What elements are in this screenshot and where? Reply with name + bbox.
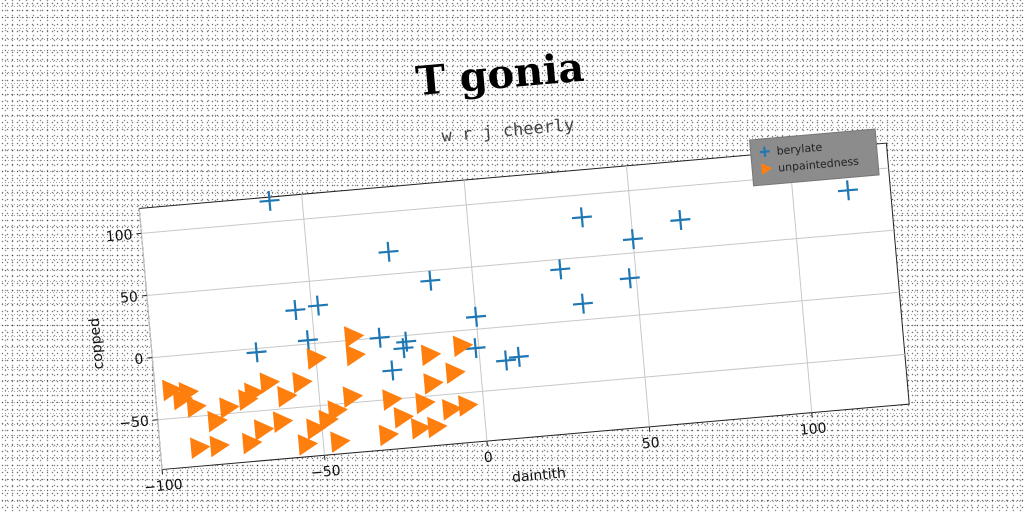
axis-ticks: −100 −50 0 50 100 −50 0 50 100 <box>105 227 827 496</box>
plus-point <box>378 241 399 262</box>
legend-label: berylate <box>776 141 823 158</box>
x-axis-label: daintith <box>511 465 566 486</box>
plus-point <box>465 306 487 327</box>
y-tick-label: 0 <box>134 351 144 368</box>
triangle-point <box>327 400 348 422</box>
legend-marker <box>759 146 770 157</box>
triangle-point <box>452 335 474 358</box>
triangle-point <box>458 395 479 417</box>
plus-point <box>495 350 517 371</box>
triangle-point <box>318 409 339 432</box>
triangle-point <box>297 434 319 456</box>
plus-point <box>837 180 859 201</box>
triangle-point <box>445 362 466 385</box>
plus-point <box>382 360 403 381</box>
triangle-point <box>241 432 263 455</box>
y-tick-label: 50 <box>120 289 139 306</box>
plus-point <box>285 299 306 321</box>
triangle-point <box>382 389 403 411</box>
chart-subtitle: w r j cheerly <box>441 115 575 147</box>
data-marks <box>162 180 859 459</box>
x-gridline <box>138 208 163 470</box>
x-tick-label: −50 <box>311 463 342 482</box>
triangle-point <box>441 399 463 421</box>
triangle-point <box>207 410 228 433</box>
triangle-point <box>342 386 364 409</box>
triangle-point <box>345 344 366 367</box>
x-gridline <box>788 151 813 413</box>
triangle-point <box>393 407 414 429</box>
triangle-point <box>423 373 444 395</box>
triangle-point <box>209 435 230 458</box>
triangle-point <box>272 411 294 433</box>
triangle-point <box>420 344 442 367</box>
x-gridline <box>626 165 650 427</box>
triangle-point <box>330 431 351 453</box>
x-tick-label: 50 <box>641 435 660 452</box>
y-gridline <box>157 353 905 421</box>
triangle-point <box>162 379 183 402</box>
y-gridline <box>146 229 895 296</box>
x-tick-label: 0 <box>483 450 493 467</box>
legend-marker <box>761 163 773 175</box>
plus-point <box>420 270 441 291</box>
plus-point <box>670 209 691 231</box>
chart-title: T gonia <box>414 44 586 106</box>
y-gridline <box>152 291 900 359</box>
triangle-point <box>378 424 400 447</box>
triangle-point <box>238 389 259 411</box>
triangle-point <box>219 397 240 419</box>
plus-point <box>550 259 571 280</box>
y-axis-label: copped <box>87 317 107 370</box>
triangle-point <box>190 437 211 459</box>
y-tick-label: 100 <box>105 227 133 245</box>
plus-point <box>246 342 267 363</box>
triangle-point <box>343 326 365 348</box>
plus-point <box>393 338 414 359</box>
plus-point <box>369 327 390 348</box>
legend-box <box>749 128 880 187</box>
triangle-point <box>186 396 207 418</box>
plus-point <box>465 338 486 359</box>
x-tick-label: −100 <box>144 477 184 496</box>
x-tick-label: 100 <box>799 420 827 438</box>
triangle-point <box>415 392 436 415</box>
y-tick-label: −50 <box>119 414 150 433</box>
plus-point <box>622 229 643 250</box>
plus-point <box>297 330 318 351</box>
triangle-point <box>292 372 313 394</box>
triangle-point <box>178 381 200 404</box>
triangle-point <box>410 418 432 440</box>
triangle-point <box>306 418 327 441</box>
plus-point <box>619 268 640 289</box>
plus-point <box>259 190 280 211</box>
triangle-point <box>253 419 275 441</box>
plus-point <box>571 207 592 228</box>
plus-point <box>508 346 529 367</box>
triangle-point <box>277 385 298 408</box>
plot-group: −100 −50 0 50 100 −50 0 50 100 daintith copped b… <box>87 128 910 496</box>
triangle-point <box>259 372 281 395</box>
triangle-point <box>306 348 328 370</box>
plus-point <box>572 293 593 314</box>
plus-point <box>307 295 329 316</box>
triangle-point <box>427 416 448 439</box>
